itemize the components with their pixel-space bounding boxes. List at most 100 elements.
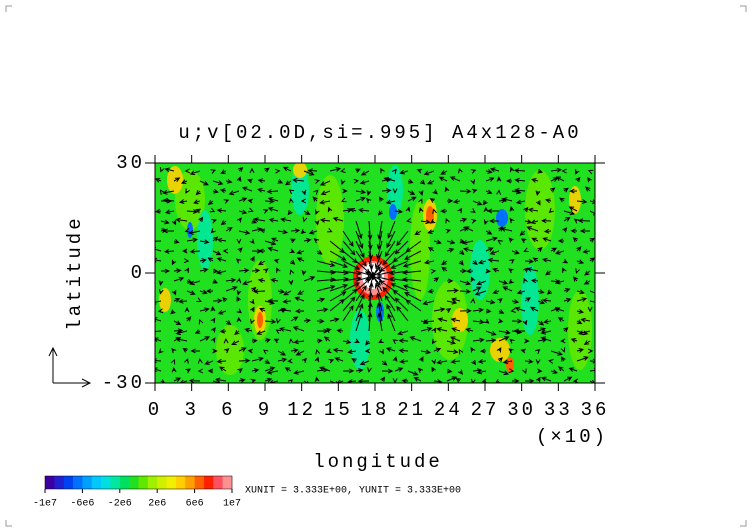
colorbar-label: -2e6 xyxy=(108,499,132,510)
wind-arrow xyxy=(257,178,266,184)
wind-arrow xyxy=(506,178,513,184)
wind-arrow xyxy=(186,316,192,322)
wind-arrow xyxy=(404,292,422,302)
wind-arrow xyxy=(212,250,222,256)
wind-arrow xyxy=(300,228,306,235)
wind-arrow xyxy=(242,280,253,286)
wind-arrow xyxy=(326,327,332,333)
wind-arrow xyxy=(250,318,255,325)
wind-arrow xyxy=(472,260,478,266)
wind-arrow xyxy=(273,258,280,264)
wind-arrow xyxy=(558,366,565,372)
wind-arrow xyxy=(530,178,539,183)
wind-arrow xyxy=(212,188,219,194)
wind-arrow xyxy=(268,217,279,223)
wind-arrow xyxy=(509,259,515,264)
wind-arrow xyxy=(431,359,437,365)
wind-arrow xyxy=(429,198,436,203)
wind-arrow xyxy=(327,227,333,233)
wind-arrow xyxy=(471,218,477,224)
wind-arrow xyxy=(436,327,448,332)
colorbar-swatch xyxy=(203,476,214,489)
wind-arrow xyxy=(485,177,495,182)
wind-arrow xyxy=(367,367,372,373)
wind-arrow xyxy=(476,280,487,286)
wind-arrow xyxy=(541,218,552,224)
wind-arrow xyxy=(404,250,422,260)
wind-arrow xyxy=(170,309,176,315)
wind-arrow xyxy=(212,278,218,284)
wind-arrow xyxy=(342,260,361,270)
wind-arrow xyxy=(545,270,552,276)
wind-arrow xyxy=(472,307,484,313)
wind-arrow xyxy=(537,299,546,305)
wind-arrow xyxy=(537,168,544,174)
wind-arrow xyxy=(550,369,559,375)
wind-arrow xyxy=(222,248,229,254)
wind-arrow xyxy=(576,319,583,325)
wind-arrow xyxy=(198,216,204,222)
wind-arrow xyxy=(225,277,237,283)
wind-arrow xyxy=(376,292,383,312)
wind-arrow xyxy=(398,348,409,354)
wind-arrow xyxy=(290,238,296,244)
wind-arrow xyxy=(431,366,437,373)
wind-arrow xyxy=(249,167,255,174)
wind-arrow xyxy=(185,368,191,374)
y-tick-label: 0 xyxy=(131,262,145,284)
wind-arrow xyxy=(296,249,305,255)
wind-arrow xyxy=(173,328,184,334)
wind-arrow xyxy=(497,357,503,363)
wind-arrow xyxy=(563,216,571,222)
wind-arrow xyxy=(376,240,383,260)
wind-arrow xyxy=(540,329,552,335)
wind-arrow xyxy=(349,207,357,213)
wind-arrow xyxy=(329,317,340,323)
wind-arrow xyxy=(290,259,296,265)
colorbar-swatch xyxy=(73,476,83,489)
wind-arrow xyxy=(452,198,461,204)
wind-arrow xyxy=(560,356,566,362)
wind-arrow xyxy=(184,306,190,313)
wind-arrow xyxy=(171,259,177,266)
wind-arrow xyxy=(446,288,459,294)
wind-arrow xyxy=(340,168,346,173)
wind-arrow xyxy=(387,313,396,332)
wind-arrow xyxy=(557,317,565,322)
wind-arrow xyxy=(489,218,500,224)
wind-arrow xyxy=(511,378,520,383)
wind-arrow xyxy=(210,228,216,234)
wind-arrow xyxy=(498,226,504,232)
wind-arrow xyxy=(543,319,552,324)
wind-arrow xyxy=(482,200,488,206)
wind-arrow xyxy=(485,330,497,336)
wind-arrow xyxy=(354,338,360,343)
wind-arrow xyxy=(205,288,214,294)
wind-arrow xyxy=(386,347,396,352)
wind-arrow xyxy=(384,240,396,258)
wind-arrow xyxy=(391,168,397,175)
wind-arrow xyxy=(472,286,482,292)
x-tick-label: 15 xyxy=(324,399,353,421)
wind-arrow xyxy=(368,292,374,312)
wind-arrow xyxy=(175,330,188,336)
wind-arrow xyxy=(420,326,433,332)
wind-arrow xyxy=(251,218,258,224)
wind-arrow xyxy=(251,227,263,233)
wind-arrow xyxy=(450,317,461,323)
wind-arrow xyxy=(492,289,500,295)
wind-arrow xyxy=(513,328,526,334)
wind-arrow xyxy=(334,357,344,362)
wind-arrow xyxy=(155,208,162,214)
wind-arrow xyxy=(446,247,455,253)
wind-arrow xyxy=(236,296,242,302)
wind-arrow xyxy=(327,206,333,213)
wind-arrow xyxy=(155,178,162,183)
wind-arrow xyxy=(417,367,424,373)
wind-arrow xyxy=(563,210,576,216)
wind-arrow xyxy=(347,349,357,355)
wind-arrow xyxy=(199,180,209,186)
wind-arrow xyxy=(485,247,494,252)
wind-arrow xyxy=(555,176,565,182)
wind-arrow xyxy=(531,237,539,243)
